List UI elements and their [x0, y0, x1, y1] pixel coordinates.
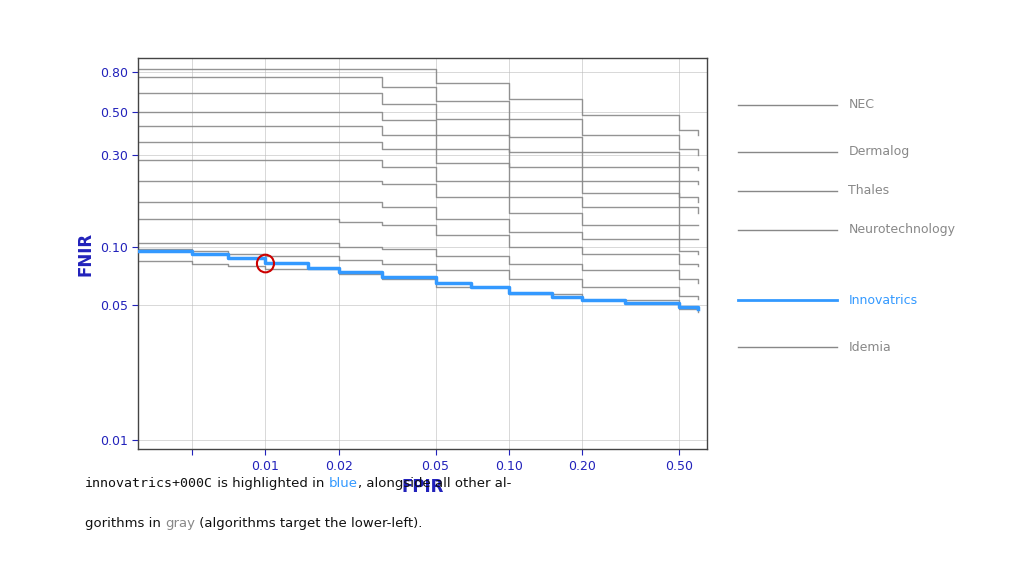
- Text: blue: blue: [329, 477, 357, 490]
- Text: is highlighted in: is highlighted in: [213, 477, 329, 490]
- Text: Neurotechnology: Neurotechnology: [848, 223, 955, 236]
- Text: Innovatrics: Innovatrics: [848, 294, 918, 307]
- Text: Dermalog: Dermalog: [848, 145, 909, 158]
- Text: NEC: NEC: [848, 98, 874, 111]
- Text: gorithms in: gorithms in: [85, 517, 165, 530]
- X-axis label: FPIR: FPIR: [401, 478, 443, 497]
- Text: Thales: Thales: [848, 184, 890, 197]
- Text: innovatrics+000C: innovatrics+000C: [85, 477, 213, 490]
- Text: gray: gray: [165, 517, 196, 530]
- Text: (algorithms target the lower-left).: (algorithms target the lower-left).: [196, 517, 423, 530]
- Text: Idemia: Idemia: [848, 341, 891, 354]
- Text: , alongside all other al-: , alongside all other al-: [357, 477, 511, 490]
- Y-axis label: FNIR: FNIR: [76, 232, 94, 275]
